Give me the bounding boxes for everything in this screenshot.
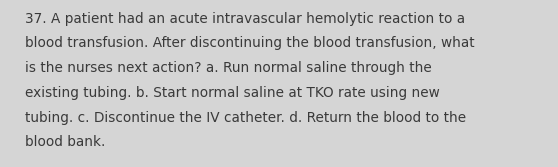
Text: blood bank.: blood bank. (25, 135, 105, 149)
Text: tubing. c. Discontinue the IV catheter. d. Return the blood to the: tubing. c. Discontinue the IV catheter. … (25, 111, 466, 125)
Text: blood transfusion. After discontinuing the blood transfusion, what: blood transfusion. After discontinuing t… (25, 36, 475, 50)
Text: existing tubing. b. Start normal saline at TKO rate using new: existing tubing. b. Start normal saline … (25, 86, 440, 100)
Text: is the nurses next action? a. Run normal saline through the: is the nurses next action? a. Run normal… (25, 61, 432, 75)
Text: 37. A patient had an acute intravascular hemolytic reaction to a: 37. A patient had an acute intravascular… (25, 12, 465, 26)
